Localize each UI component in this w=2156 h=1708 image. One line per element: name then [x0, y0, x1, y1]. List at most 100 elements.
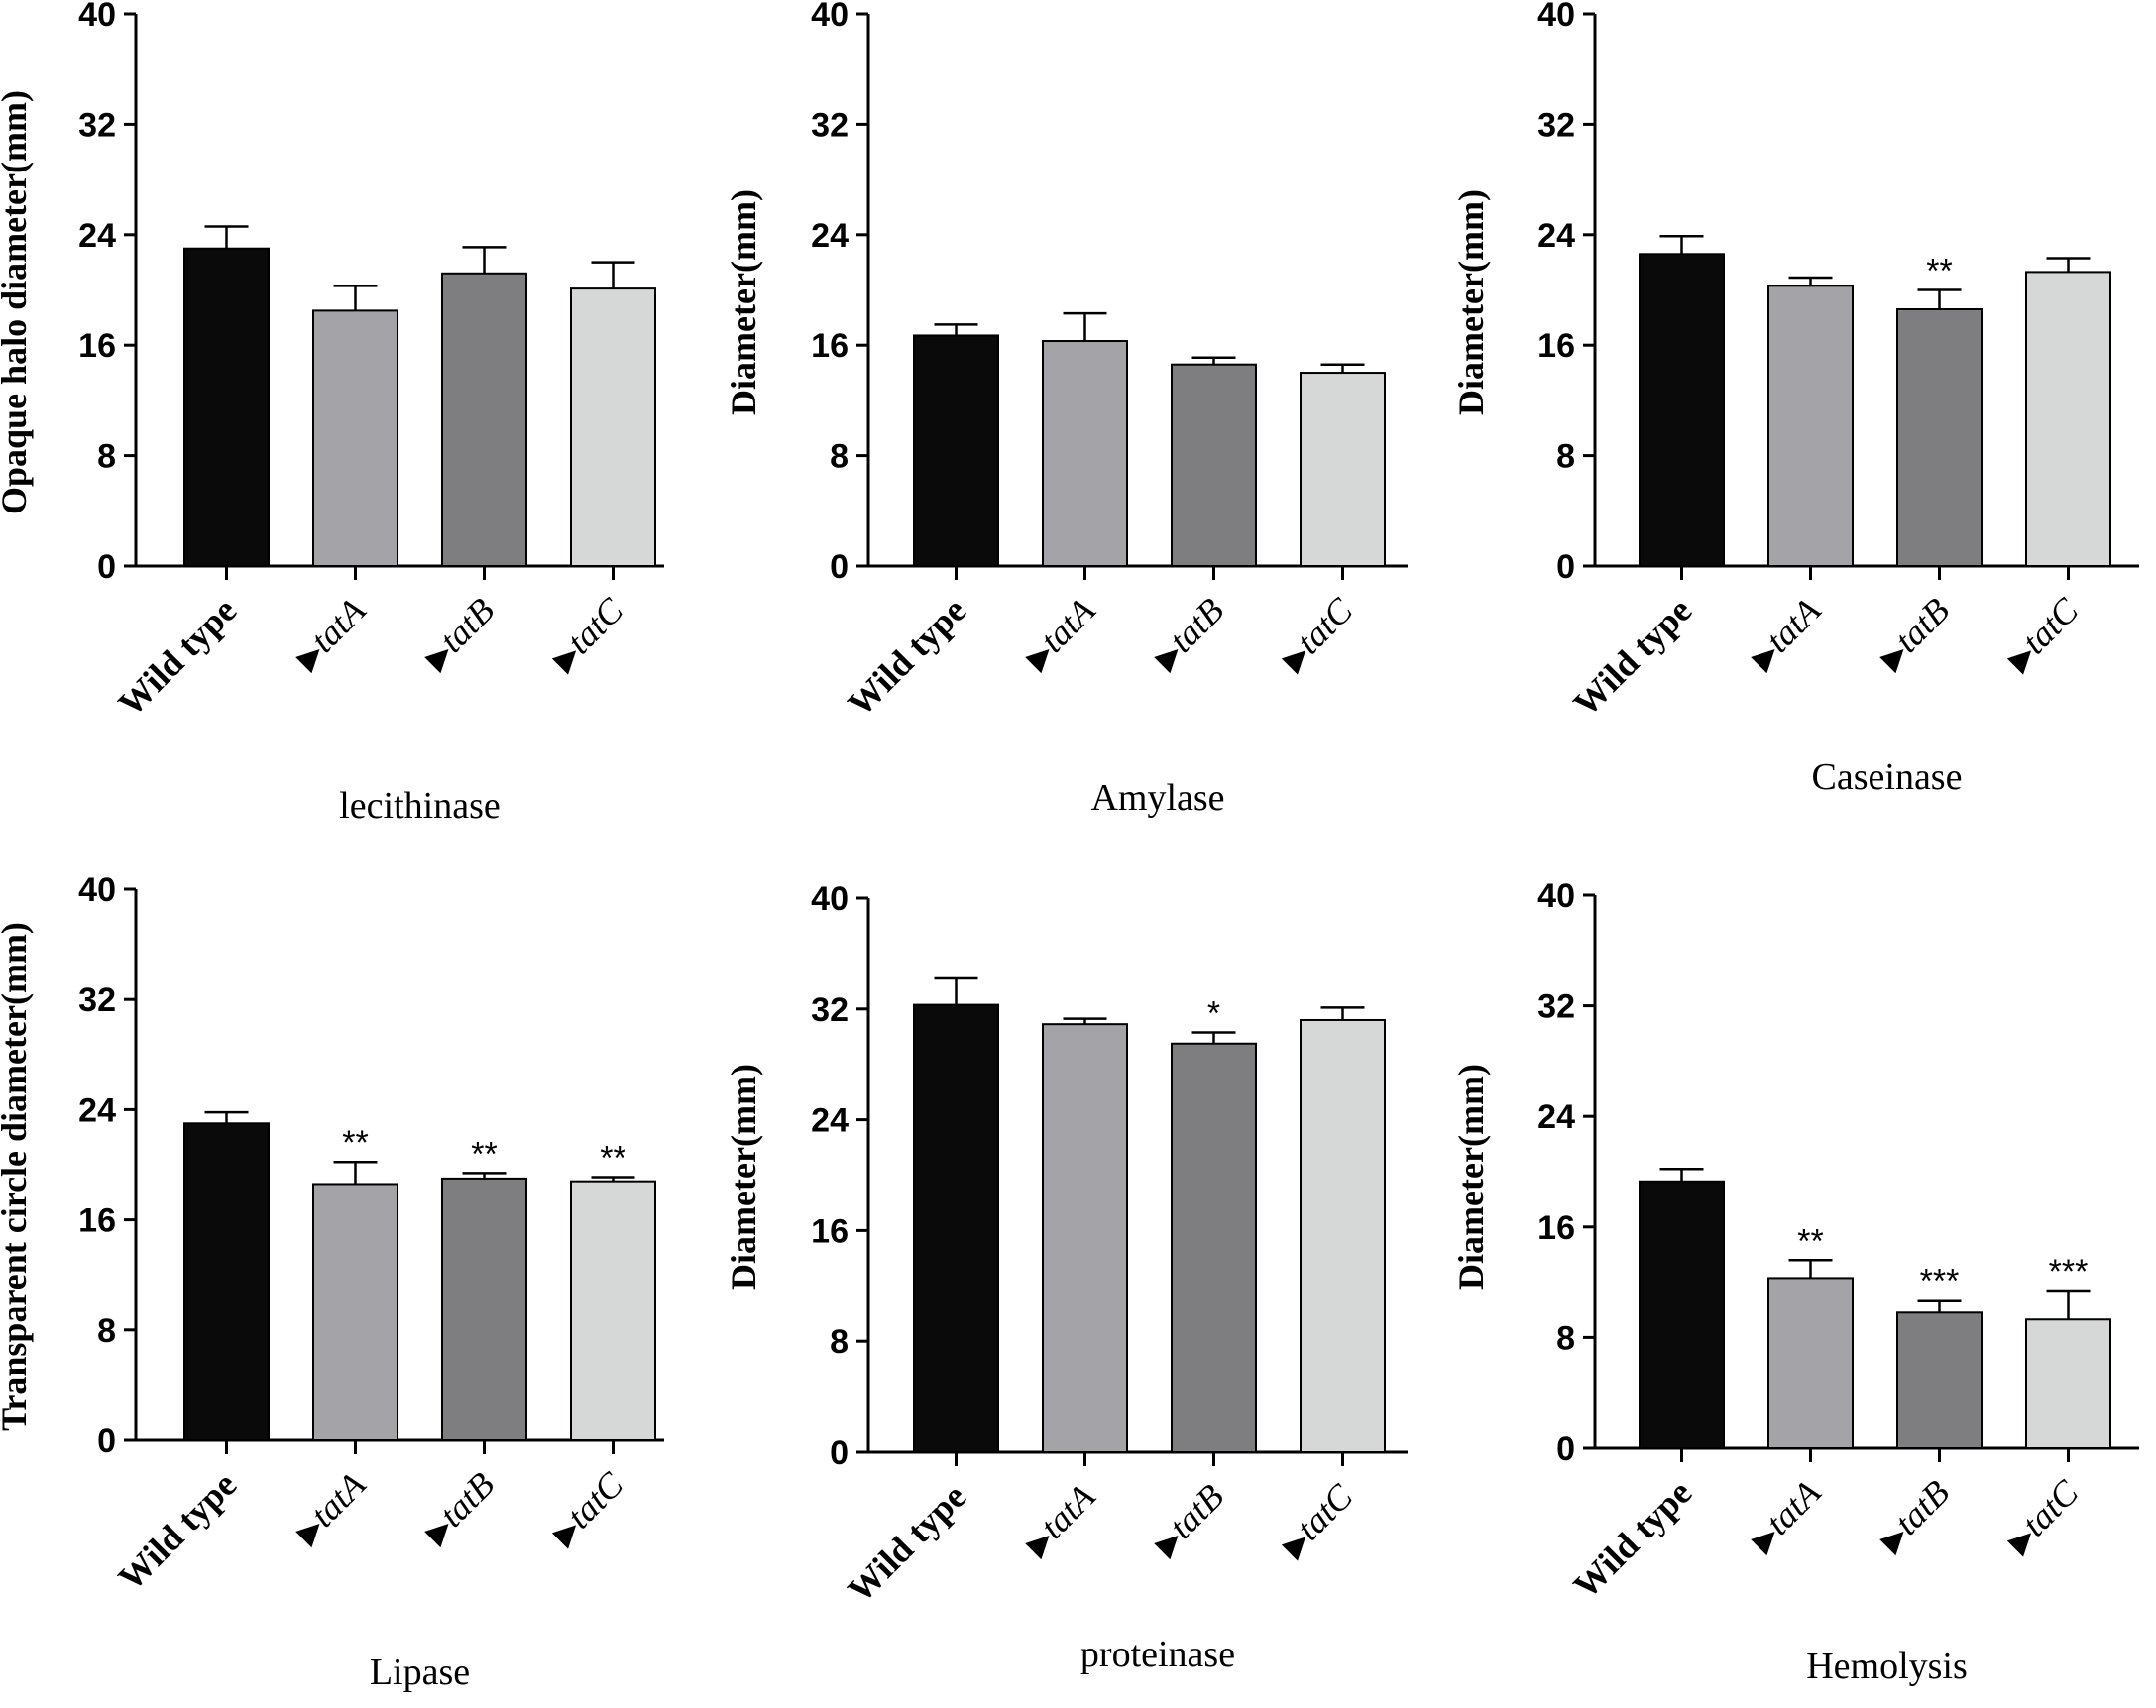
y-tick-label: 32 — [1537, 988, 1575, 1026]
significance-label: ** — [342, 1124, 368, 1162]
bar-3 — [1896, 307, 1983, 567]
y-tick-label: 8 — [830, 438, 849, 476]
category-label: ▶tatA — [1742, 590, 1829, 677]
significance-label: *** — [2049, 1253, 2089, 1291]
category-label: ▶tatB — [415, 1464, 502, 1550]
y-tick-label: 0 — [1556, 1430, 1575, 1468]
bar-3 — [441, 272, 527, 567]
y-tick-label: 8 — [830, 1323, 849, 1361]
bar-2 — [1767, 1277, 1854, 1450]
significance-label: ** — [1797, 1222, 1823, 1260]
y-tick-label: 24 — [78, 1091, 116, 1129]
bar-3 — [1171, 363, 1257, 567]
chart-title: lecithinase — [339, 785, 500, 827]
category-label: ▶tatC — [543, 590, 631, 678]
y-tick-label: 16 — [78, 1202, 116, 1240]
y-tick-label: 16 — [78, 327, 116, 365]
category-label: ▶tatA — [1742, 1472, 1829, 1559]
category-label-text: Wild type — [111, 1464, 245, 1598]
bar-3 — [441, 1177, 527, 1442]
category-label-text: Wild type — [1566, 1472, 1700, 1606]
bar-2 — [312, 309, 398, 567]
y-tick-label: 40 — [811, 880, 849, 918]
category-label: Wild type — [1566, 590, 1700, 724]
bar-1 — [1639, 1180, 1725, 1449]
chart-title: Hemolysis — [1806, 1646, 1968, 1687]
bar-2 — [1767, 285, 1854, 567]
chart-panel-6: 0 8 16 24 32 40 Wild type ** ▶tatA *** ▶tatB *** ▶ta… — [1451, 877, 2139, 1687]
bar-4 — [570, 287, 656, 567]
category-label: Wild type — [111, 1464, 245, 1598]
y-tick-label: 40 — [78, 0, 116, 34]
y-tick-label: 24 — [78, 217, 116, 255]
category-label: ▶tatB — [1145, 1476, 1231, 1562]
y-tick-label: 16 — [811, 1212, 849, 1250]
chart-panel-3: 0 8 16 24 32 40 Wild type ▶tatA ** ▶tatB ▶tatC Diam… — [1451, 0, 2139, 798]
significance-label: * — [1207, 995, 1220, 1033]
y-tick-label: 8 — [1556, 438, 1575, 476]
significance-label: ** — [600, 1140, 625, 1178]
y-tick-label: 0 — [1556, 548, 1575, 586]
bar-1 — [183, 1122, 270, 1442]
chart-panel-5: 0 8 16 24 32 40 Wild type ▶tatA * ▶tatB ▶tatC Diame… — [724, 880, 1408, 1675]
bar-3 — [1171, 1042, 1257, 1454]
y-tick-label: 24 — [811, 1102, 849, 1140]
category-label: ▶tatB — [1871, 590, 1957, 676]
chart-panel-2: 0 8 16 24 32 40 Wild type ▶tatA ▶tatB ▶tatC Diamet… — [724, 0, 1408, 819]
category-label-text: Wild type — [1566, 590, 1700, 724]
category-label: Wild type — [841, 1476, 974, 1610]
category-label: ▶tatC — [1998, 590, 2087, 678]
y-tick-label: 8 — [1556, 1319, 1575, 1357]
y-tick-label: 32 — [811, 106, 849, 144]
bar-3 — [1896, 1311, 1983, 1450]
category-label: ▶tatA — [286, 1464, 374, 1551]
chart-title: proteinase — [1080, 1634, 1235, 1675]
bar-2 — [1042, 1023, 1128, 1453]
y-tick-label: 16 — [811, 327, 849, 365]
bar-1 — [913, 1003, 999, 1453]
category-label-text: Wild type — [841, 590, 974, 724]
y-tick-label: 24 — [1537, 1098, 1575, 1136]
y-tick-label: 24 — [811, 217, 849, 255]
bar-1 — [1639, 253, 1725, 567]
category-label: ▶tatC — [1998, 1472, 2087, 1560]
category-label: ▶tatB — [1145, 590, 1231, 676]
bar-4 — [570, 1180, 656, 1442]
category-label: Wild type — [111, 590, 245, 724]
y-tick-label: 40 — [1537, 0, 1575, 34]
y-axis-label: Diameter(mm) — [724, 189, 763, 415]
category-label: ▶tatC — [1273, 1476, 1361, 1564]
bar-4 — [1300, 1018, 1386, 1453]
y-tick-label: 32 — [78, 981, 116, 1019]
chart-title: Amylase — [1090, 777, 1224, 819]
category-label: ▶tatA — [1016, 1476, 1103, 1563]
chart-panel-4: 0 8 16 24 32 40 Wild type ** ▶tatA ** ▶tatB ** ▶tatC… — [0, 871, 664, 1693]
significance-label: ** — [1926, 253, 1952, 290]
y-tick-label: 24 — [1537, 217, 1575, 255]
category-label: ▶tatA — [1016, 590, 1103, 677]
bar-2 — [1042, 340, 1128, 567]
category-label: ▶tatC — [1273, 590, 1361, 678]
category-label: ▶tatB — [415, 590, 502, 676]
y-axis-label: Diameter(mm) — [1451, 1064, 1491, 1290]
significance-label: *** — [1920, 1263, 1960, 1301]
y-tick-label: 40 — [78, 871, 116, 909]
category-label: ▶tatA — [286, 590, 374, 677]
category-label-text: Wild type — [111, 590, 245, 724]
bar-1 — [913, 334, 999, 568]
category-label-text: Wild type — [841, 1476, 974, 1610]
category-label: ▶tatB — [1871, 1472, 1957, 1558]
y-tick-label: 16 — [1537, 327, 1575, 365]
chart-title: Caseinase — [1812, 756, 1963, 798]
bar-4 — [2025, 1318, 2111, 1450]
y-tick-label: 40 — [1537, 877, 1575, 915]
chart-title: Lipase — [370, 1651, 470, 1693]
category-label: Wild type — [1566, 1472, 1700, 1606]
bar-2 — [312, 1183, 398, 1441]
y-tick-label: 40 — [811, 0, 849, 34]
y-tick-label: 0 — [830, 548, 849, 586]
category-label: ▶tatC — [543, 1464, 631, 1552]
y-axis-label: Diameter(mm) — [724, 1064, 763, 1290]
